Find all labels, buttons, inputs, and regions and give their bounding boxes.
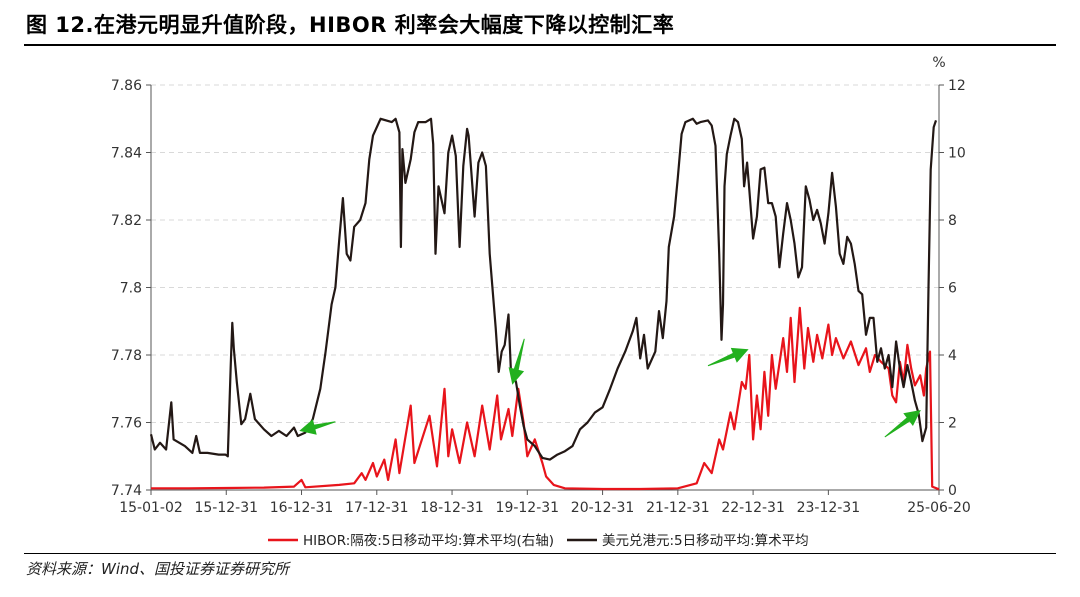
y-left-tick-label: 7.84 (111, 146, 142, 162)
x-tick-label: 21-12-31 (646, 500, 710, 516)
annotation-arrow-3 (884, 410, 921, 438)
gridlines (151, 84, 939, 423)
y-right-tick-label: 12 (948, 78, 966, 94)
legend: HIBOR:隔夜:5日移动平均:算术平均(右轴) 美元兑港元:5日移动平均:算术平… (268, 533, 809, 549)
legend-label-0: HIBOR:隔夜:5日移动平均:算术平均(右轴) (303, 533, 554, 549)
y-left-tick-label: 7.86 (111, 78, 142, 94)
source-divider (24, 553, 1056, 554)
y-right-tick-label: 10 (948, 146, 966, 162)
y-left-tick-label: 7.82 (111, 213, 142, 229)
y-right-tick-label: 6 (948, 281, 957, 297)
x-tick-label: 25-06-20 (907, 500, 971, 516)
legend-label-1: 美元兑港元:5日移动平均:算术平均 (602, 533, 809, 549)
x-tick-label: 23-12-31 (797, 500, 861, 516)
y-left-tick-label: 7.78 (111, 348, 142, 364)
series-line-0 (151, 306, 940, 491)
y-right-tick-label: 2 (948, 416, 957, 432)
y-right-tick-label: 0 (948, 483, 957, 499)
line-chart: 7.74 07.76 27.78 47.8 67.82 87.84 107.86 12%15-… (111, 55, 971, 549)
series-lines (149, 117, 940, 491)
y-left-tick-label: 7.74 (111, 483, 142, 499)
x-tick-label: 20-12-31 (571, 500, 635, 516)
x-tick-label: 19-12-31 (496, 500, 560, 516)
chart-title: 图 12.在港元明显升值阶段，HIBOR 利率会大幅度下降以控制汇率 (26, 13, 675, 37)
annotation-arrow-2 (707, 347, 749, 367)
source-note: 资料来源：Wind、国投证券证券研究所 (26, 560, 290, 578)
x-tick-label: 17-12-31 (345, 500, 409, 516)
annotation-arrow-1 (508, 338, 525, 385)
y-right-tick-label: 8 (948, 213, 957, 229)
annotation-arrows (299, 338, 921, 438)
y-left-tick-label: 7.76 (111, 416, 142, 432)
x-tick-label: 16-12-31 (270, 500, 334, 516)
title-divider (24, 44, 1056, 46)
series-line-1 (149, 117, 938, 461)
annotation-arrow-0 (299, 419, 336, 435)
y-right-unit: % (932, 55, 945, 71)
x-tick-label: 18-12-31 (420, 500, 484, 516)
axes: 7.74 07.76 27.78 47.8 67.82 87.84 107.86 12%15-… (111, 55, 971, 516)
y-left-tick-label: 7.8 (120, 281, 142, 297)
x-tick-label: 22-12-31 (721, 500, 785, 516)
y-right-tick-label: 4 (948, 348, 957, 364)
x-tick-label: 15-01-02 (119, 500, 183, 516)
x-tick-label: 15-12-31 (194, 500, 258, 516)
